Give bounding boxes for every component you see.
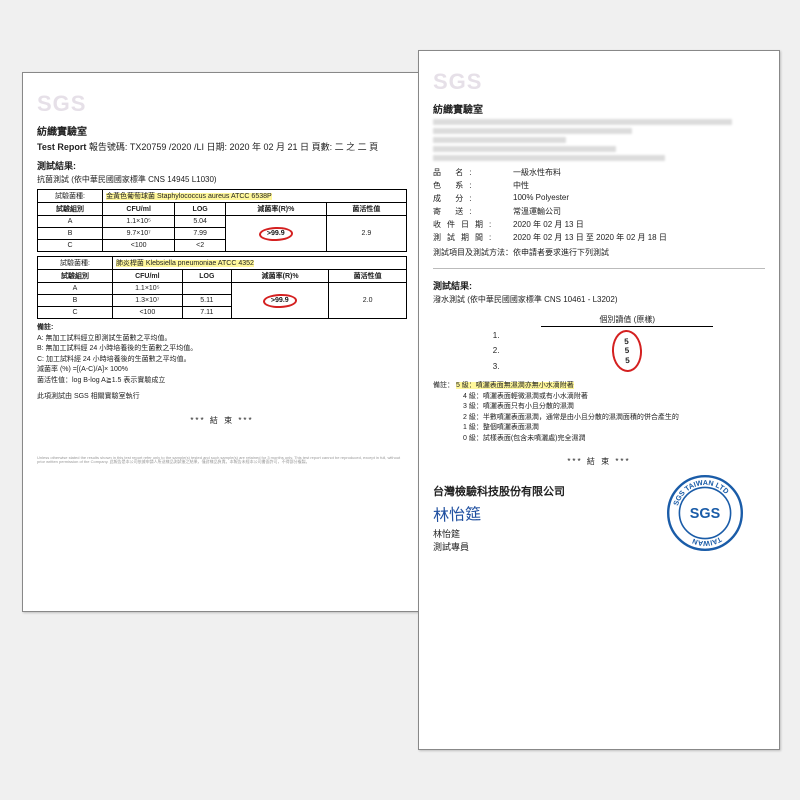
test-report-right: SGS 紡織實驗室 品 名:一級水性布料 色 系:中性 成 分:100% Pol…: [418, 50, 780, 750]
table-header-row: 試驗組別 CFU/ml LOG 減菌率(R)% 菌活性值: [38, 203, 407, 216]
reduction-rate-cell: >99.9: [231, 283, 328, 319]
strain-name-hl: 金黃色葡萄球菌 Staphylococcus aureus ATCC 6538P: [106, 193, 272, 200]
notes-block: 備註: A: 無加工試料經立即測試生菌數之平均值。 B: 無加工試料經 24 小…: [37, 323, 407, 403]
table-row: A1.1×10⁵ >99.9 2.0: [38, 283, 407, 295]
test-report-left: SGS 紡織實驗室 Test Report 報告號碼: TX20759 /202…: [22, 72, 422, 612]
value-table: 個別讀值 (原樣) 1. 555 2. 3.: [483, 311, 715, 375]
end-marker: *** 結 束 ***: [37, 415, 407, 426]
circled-value: >99.9: [263, 293, 297, 308]
circled-value: >99.9: [259, 226, 293, 241]
table-header-row: 試驗組別 CFU/ml LOG 減菌率(R)% 菌活性值: [38, 270, 407, 283]
result-title: 測試結果:: [37, 159, 407, 172]
info-block: 品 名:一級水性布料 色 系:中性 成 分:100% Polyester 寄 送…: [433, 167, 765, 243]
antibac-table-2: 試驗菌種: 肺炎桿菌 Klebsiella pneumoniae ATCC 43…: [37, 256, 407, 319]
report-header-line: Test Report 報告號碼: TX20759 /2020 /LI 日期: …: [37, 140, 407, 153]
reduction-rate-cell: >99.9: [226, 216, 327, 252]
sgs-watermark: SGS: [37, 91, 407, 117]
circled-values: 555: [611, 329, 643, 373]
antibac-standard: 抗菌測試 (依中華民國國家標準 CNS 14945 L1030): [37, 174, 407, 185]
antibac-table-1: 試驗菌種: 金黃色葡萄球菌 Staphylococcus aureus ATCC…: [37, 189, 407, 252]
disclaimer-fineprint: Unless otherwise stated the results show…: [37, 456, 407, 466]
table-row: A1.1×10⁵5.04 >99.9 2.9: [38, 216, 407, 228]
blurred-header: [433, 119, 765, 161]
sgs-watermark: SGS: [433, 69, 765, 95]
method-line: 測試項目及測試方法：依申請者要求進行下列測試: [433, 247, 765, 258]
water-repel-standard: 潑水測試 (依中華民國國家標準 CNS 10461 - L3202): [433, 294, 765, 305]
svg-text:SGS: SGS: [690, 506, 721, 522]
strain-label: 試驗菌種:: [38, 257, 113, 270]
sgs-stamp-icon: SGS TAIWAN LTD TAIWAN SGS: [665, 473, 745, 553]
grade-notes: 備註： 5 級：噴灑表面無濕潤亦無小水滴附著 4 級：噴灑表面輕微濕潤或有小水滴…: [433, 381, 765, 444]
signature: 林怡筵: [433, 500, 482, 526]
strain-name-hl: 肺炎桿菌 Klebsiella pneumoniae ATCC 4352: [116, 260, 254, 267]
svg-text:SGS TAIWAN LTD: SGS TAIWAN LTD: [671, 478, 731, 507]
strain-label: 試驗菌種:: [38, 190, 103, 203]
lab-name: 紡織實驗室: [433, 101, 765, 116]
result-title: 測試結果:: [433, 279, 765, 292]
signature-block: 台灣檢驗科技股份有限公司 林怡筵 林怡筵 測試專員 SGS TAIWAN LTD…: [433, 483, 765, 553]
lab-name: 紡織實驗室: [37, 123, 407, 138]
end-marker: *** 結 束 ***: [433, 456, 765, 467]
